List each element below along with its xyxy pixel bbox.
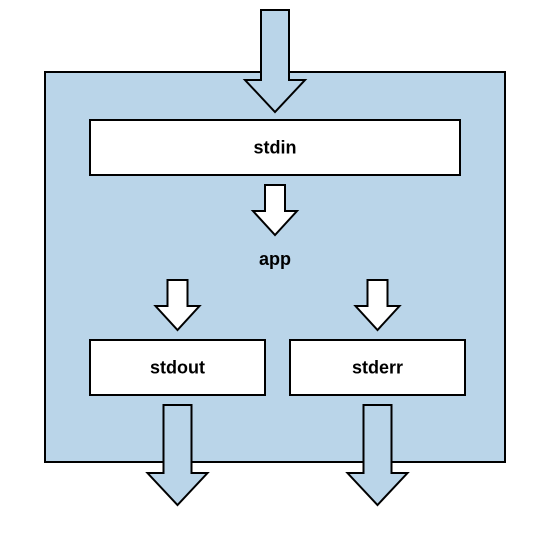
stdout-label: stdout [150, 357, 205, 377]
stderr-label: stderr [352, 357, 403, 377]
stdio-diagram: stdin stdout stderr app [0, 0, 550, 537]
app-label: app [259, 249, 291, 269]
stdin-label: stdin [254, 137, 297, 157]
